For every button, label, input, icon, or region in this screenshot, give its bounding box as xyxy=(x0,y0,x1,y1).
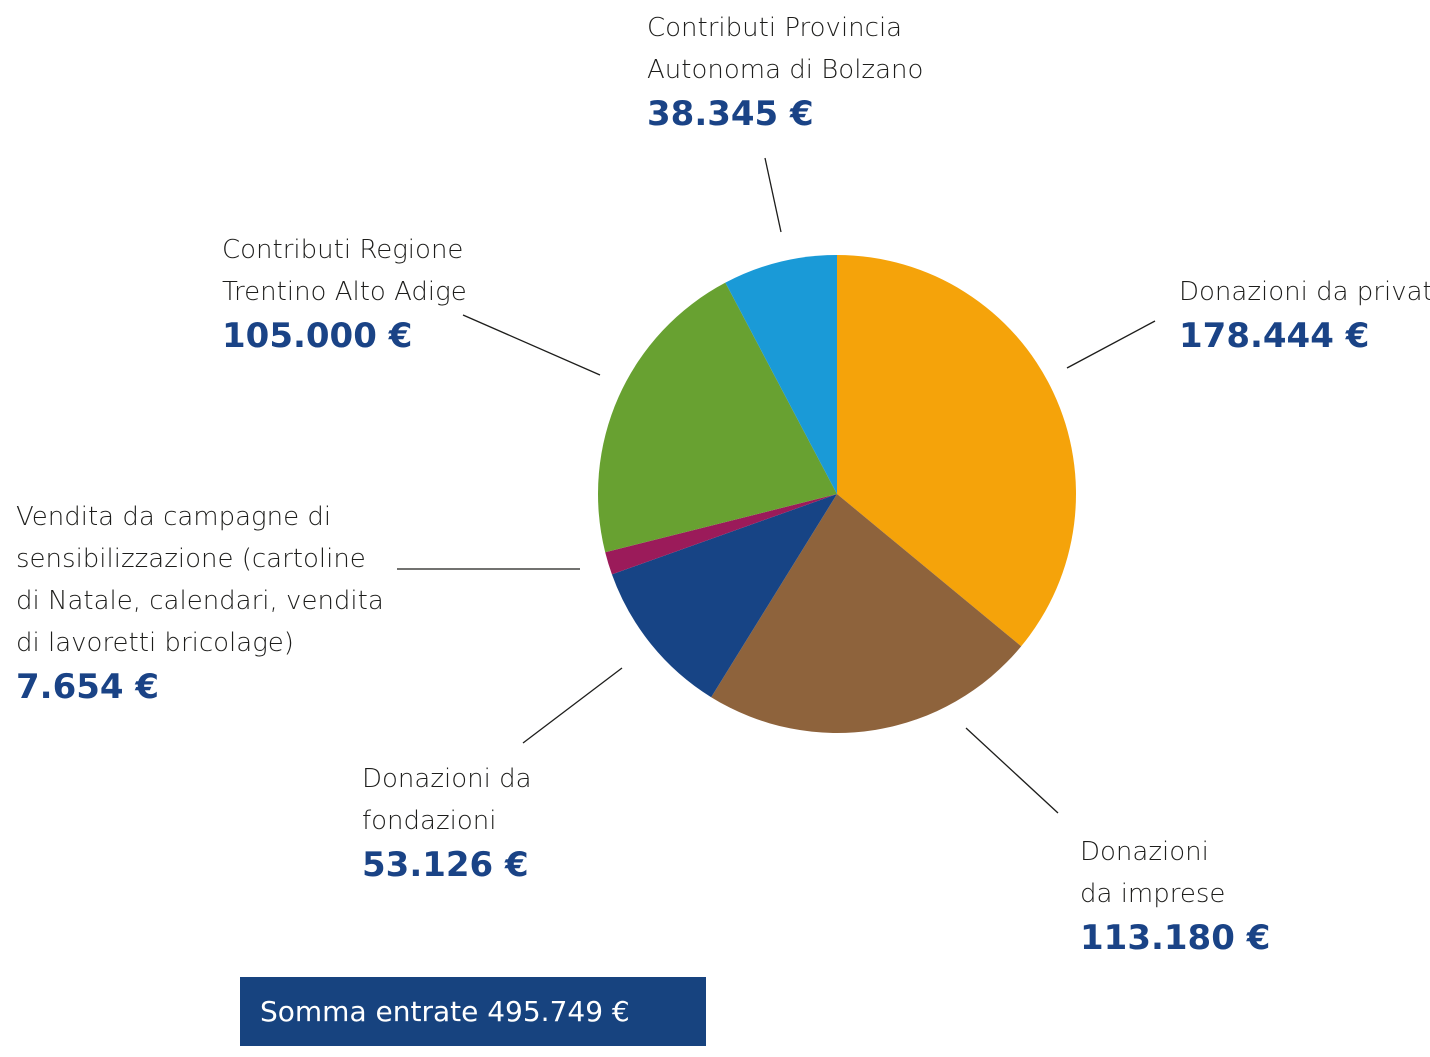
slice-name-line: da imprese xyxy=(1080,879,1226,909)
slice-label-donazioni-imprese: Donazioni da imprese 113.180 € xyxy=(1080,831,1270,960)
slice-label-donazioni-fondazioni: Donazioni da fondazioni 53.126 € xyxy=(362,758,532,887)
slice-name-line: Donazioni xyxy=(1080,837,1209,867)
pie-slice-donazioni-fondazioni xyxy=(611,494,837,698)
slice-value: 113.180 € xyxy=(1080,918,1271,958)
total-income-box: Somma entrate 495.749 € xyxy=(240,977,706,1046)
pie-slice-vendita-campagne xyxy=(605,494,837,575)
slice-name-line: sensibilizzazione (cartoline xyxy=(16,544,366,574)
leader-line xyxy=(522,667,623,744)
leader-lines xyxy=(397,157,1156,814)
slice-name-line: Contributi Regione xyxy=(222,235,464,265)
slice-name-line: di Natale, calendari, vendita xyxy=(16,586,384,616)
slice-value: 53.126 € xyxy=(362,845,529,885)
slice-value: 178.444 € xyxy=(1179,316,1370,356)
leader-line xyxy=(764,157,782,233)
slice-value: 7.654 € xyxy=(16,667,160,707)
slice-label-vendita-campagne: Vendita da campagne di sensibilizzazione… xyxy=(16,496,384,709)
leader-line xyxy=(965,727,1059,814)
slice-value: 105.000 € xyxy=(222,316,413,356)
slice-name-line: Donazioni da privati xyxy=(1179,277,1430,307)
pie-slice-donazioni-privati xyxy=(837,255,1076,647)
total-income-text: Somma entrate 495.749 € xyxy=(260,995,630,1028)
slice-label-donazioni-privati: Donazioni da privati 178.444 € xyxy=(1179,271,1430,358)
slice-label-contributi-provincia: Contributi Provincia Autonoma di Bolzano… xyxy=(647,7,923,136)
pie-slice-contributi-regione xyxy=(597,282,837,553)
pie-slice-contributi-provincia xyxy=(725,255,837,494)
slice-name-line: Trentino Alto Adige xyxy=(222,277,467,307)
pie-slice-donazioni-imprese xyxy=(711,494,1022,733)
slice-value: 38.345 € xyxy=(647,94,814,134)
leader-line xyxy=(1066,320,1156,369)
slice-name-line: Donazioni da xyxy=(362,764,532,794)
slice-name-line: Autonoma di Bolzano xyxy=(647,55,924,85)
leader-line xyxy=(462,314,601,376)
slice-name-line: Contributi Provincia xyxy=(647,13,903,43)
slice-name-line: fondazioni xyxy=(362,806,497,836)
slice-name-line: Vendita da campagne di xyxy=(16,502,332,532)
slice-name-line: di lavoretti bricolage) xyxy=(16,628,294,658)
pie-slices xyxy=(597,255,1076,733)
slice-label-contributi-regione: Contributi Regione Trentino Alto Adige 1… xyxy=(222,229,467,358)
